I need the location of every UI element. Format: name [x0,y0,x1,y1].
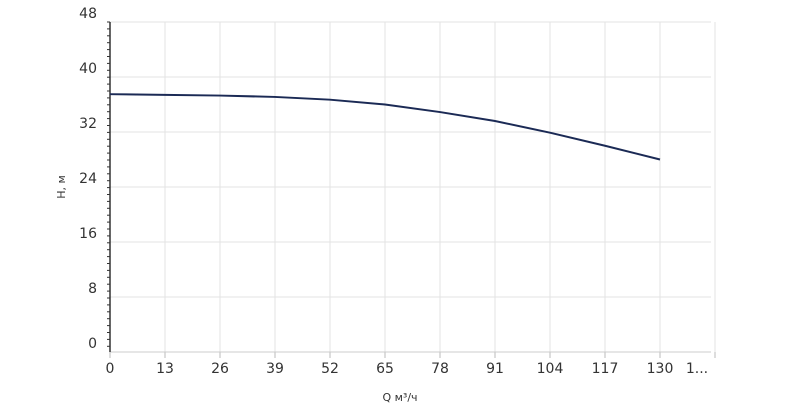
x-tick-label: 52 [321,361,339,377]
x-tick-label: 39 [266,361,284,377]
x-tick-label: 13 [156,361,174,377]
y-axis-label: H, м [55,175,68,199]
y-tick-label: 24 [79,171,97,187]
x-tick-label: 117 [592,361,619,377]
y-tick-label: 32 [79,116,97,132]
x-tick-label: 78 [431,361,449,377]
y-tick-label: 40 [79,61,97,77]
x-tick-label: 1... [686,361,708,377]
x-axis-label: Q м³/ч [382,391,417,404]
x-tick-label: 91 [486,361,504,377]
y-tick-label: 0 [88,336,97,352]
x-tick-label: 26 [211,361,229,377]
line-series [109,93,661,161]
y-tick-label: 16 [79,226,97,242]
y-tick-label: 8 [88,281,97,297]
x-tick-label: 0 [106,361,115,377]
x-tick-label: 104 [537,361,564,377]
x-tick-label: 130 [647,361,674,377]
y-tick-label: 48 [79,6,97,22]
x-tick-label: 65 [376,361,394,377]
